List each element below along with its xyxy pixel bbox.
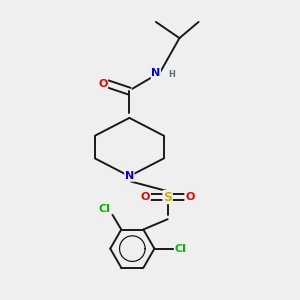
Text: O: O [141,192,150,202]
Text: N: N [151,68,160,78]
Text: S: S [163,190,172,204]
Text: H: H [169,70,176,80]
Text: N: N [125,171,134,181]
Text: O: O [98,79,108,89]
Text: O: O [185,192,194,202]
Text: Cl: Cl [174,244,186,254]
Text: Cl: Cl [98,204,110,214]
